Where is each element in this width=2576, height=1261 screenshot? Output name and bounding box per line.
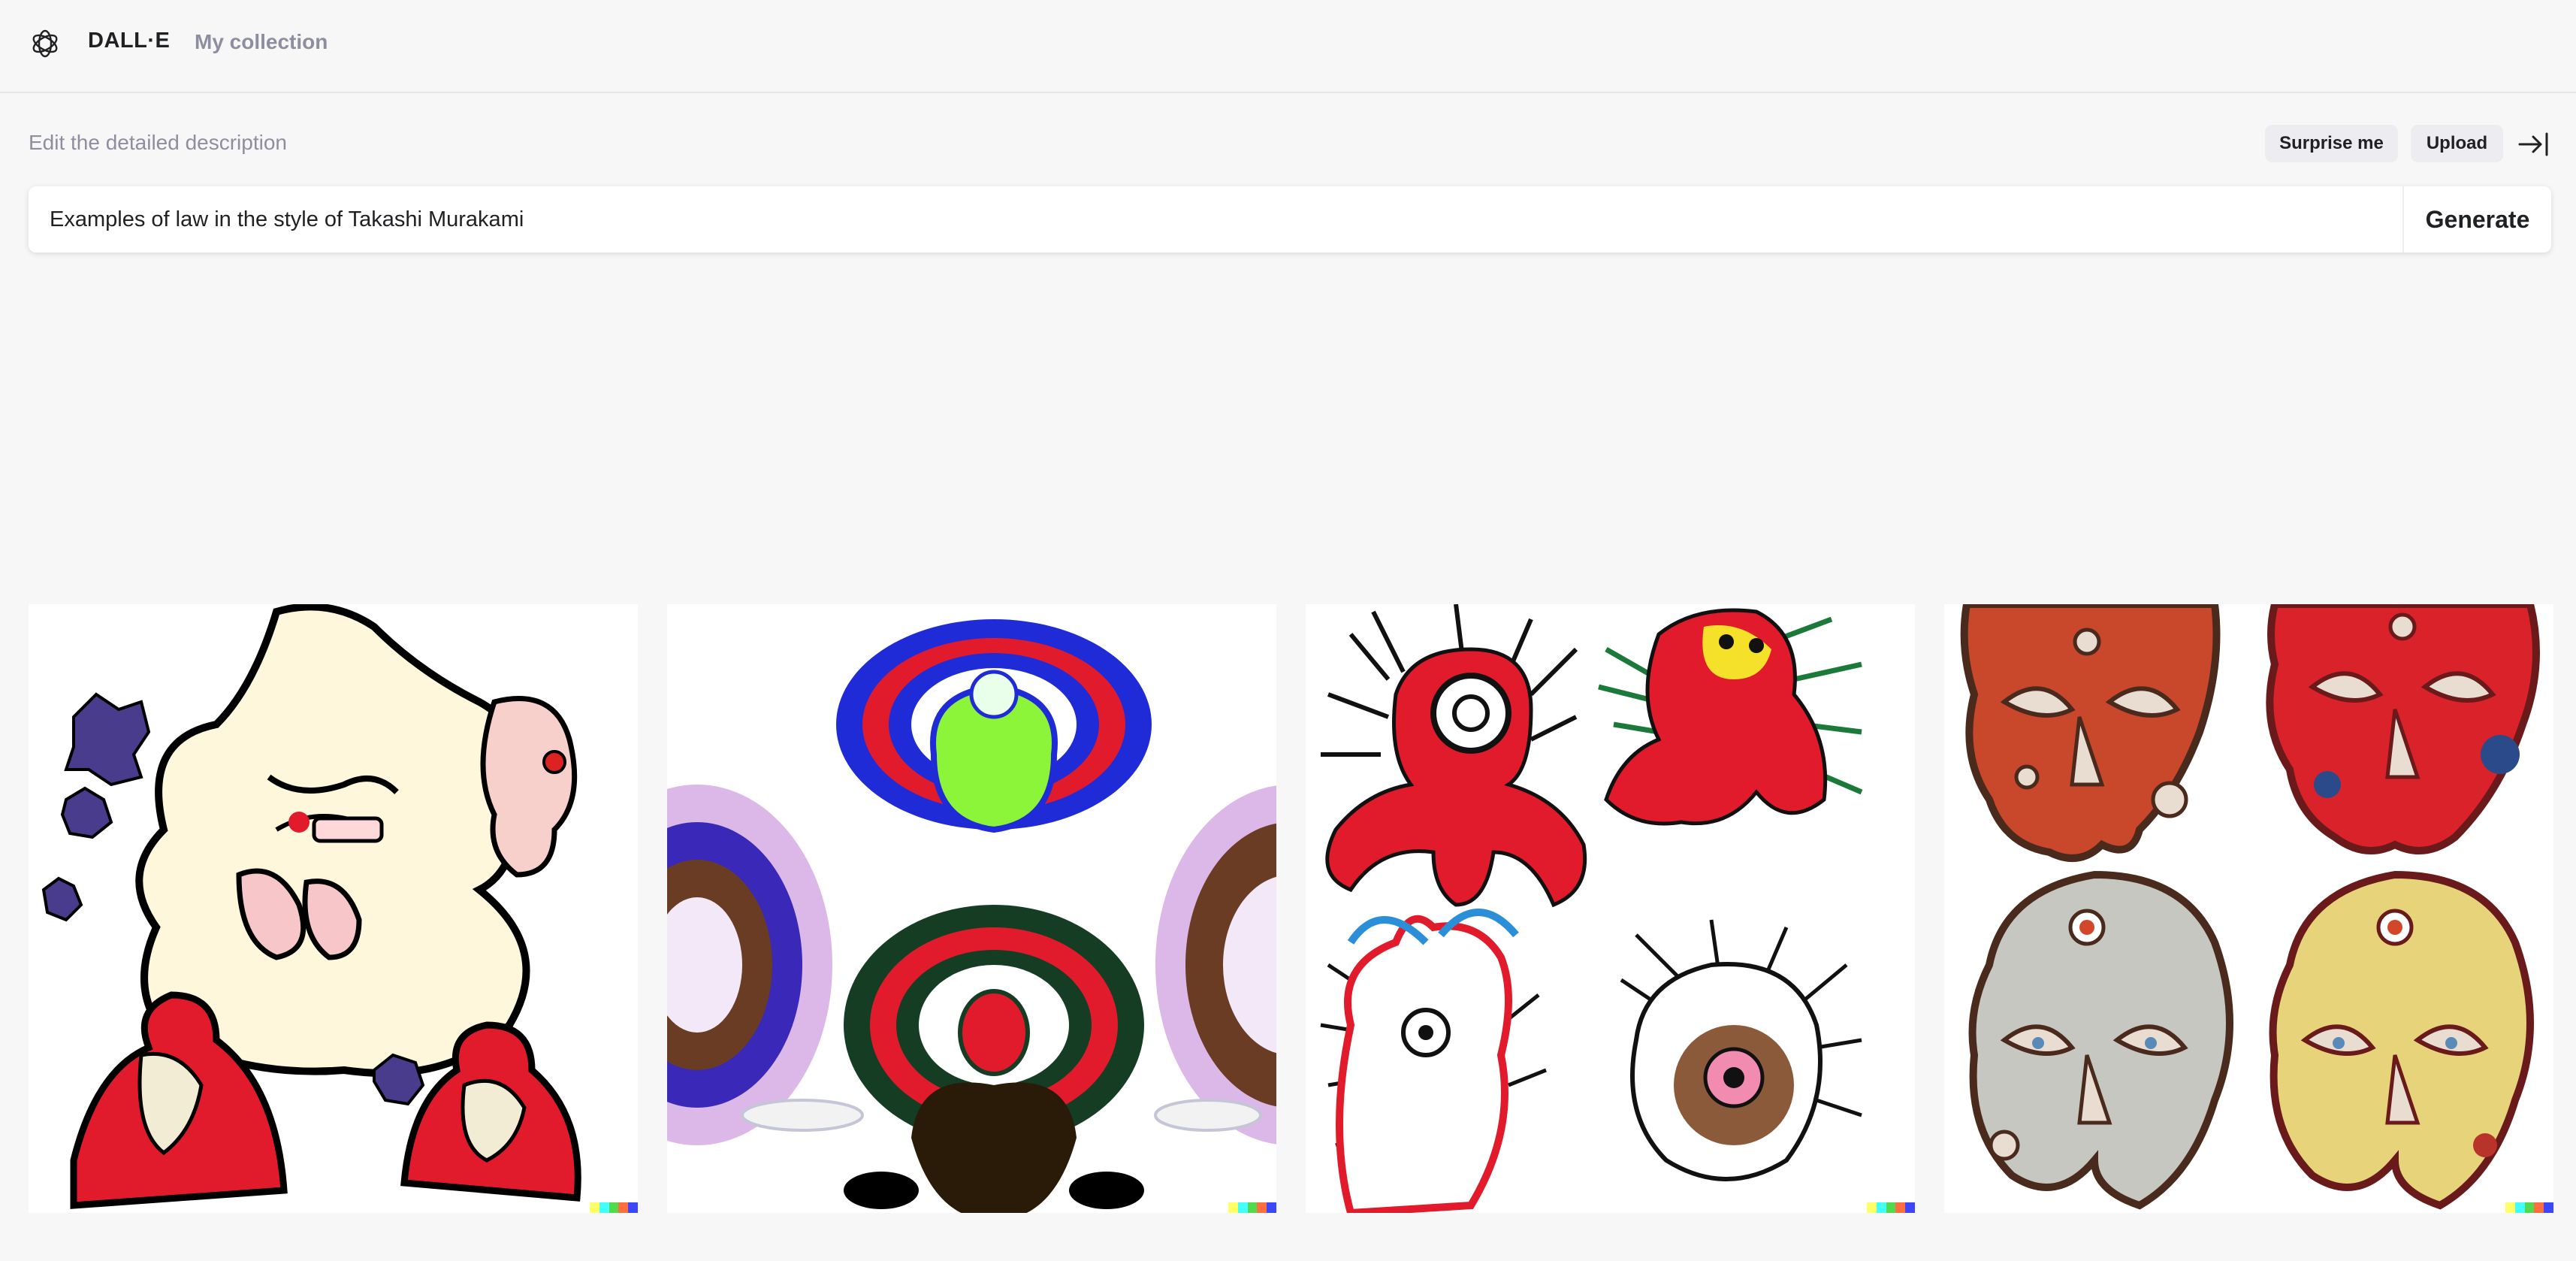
brand-name[interactable]: DALL·E <box>88 29 171 53</box>
top-bar: DALL·E My collection <box>0 0 2576 93</box>
radial-feather-figures-illustration <box>667 604 1276 1213</box>
nav-my-collection[interactable]: My collection <box>195 30 328 53</box>
cartoon-figures-illustration <box>29 604 638 1213</box>
generated-image-4[interactable] <box>1944 604 2553 1213</box>
surprise-me-button[interactable]: Surprise me <box>2265 125 2398 162</box>
dalle-signature <box>1228 1202 1276 1213</box>
openai-logo-icon[interactable] <box>29 27 62 60</box>
dalle-signature <box>2505 1202 2553 1213</box>
prompt-input[interactable] <box>29 186 2402 253</box>
generated-image-1[interactable] <box>29 604 638 1213</box>
generated-image-2[interactable] <box>667 604 1276 1213</box>
upload-button[interactable]: Upload <box>2411 125 2503 162</box>
patterned-masks-illustration <box>1944 604 2553 1213</box>
generate-button[interactable]: Generate <box>2402 186 2551 253</box>
arrow-right-to-bar-icon[interactable] <box>2517 128 2550 161</box>
scribble-creatures-illustration <box>1306 604 1915 1213</box>
generated-image-3[interactable] <box>1306 604 1915 1213</box>
dalle-signature <box>590 1202 638 1213</box>
dalle-signature <box>1867 1202 1915 1213</box>
prompt-box: Generate <box>29 186 2551 253</box>
edit-description-label: Edit the detailed description <box>29 131 287 154</box>
